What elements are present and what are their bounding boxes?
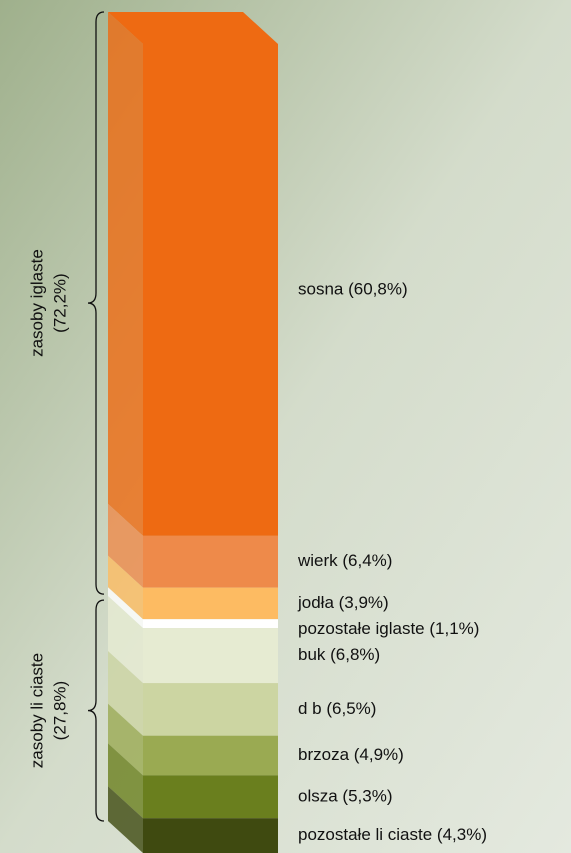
segment-side <box>108 503 143 588</box>
segment-label: jodła (3,9%) <box>297 593 389 612</box>
segment-side <box>108 555 143 620</box>
segment <box>143 619 278 629</box>
group-label: (72,2%) <box>50 273 69 333</box>
group-label: zasoby iglaste <box>27 249 46 357</box>
segment-label: wierk (6,4%) <box>297 551 392 570</box>
segment-side <box>108 703 143 776</box>
segment-side <box>108 786 143 853</box>
group-label: (27,8%) <box>50 681 69 741</box>
bar-top <box>108 12 278 44</box>
segment-label: pozostałe iglaste (1,1%) <box>298 619 479 638</box>
segment <box>143 628 278 684</box>
segment-side <box>108 587 143 629</box>
segment <box>143 818 278 853</box>
segment-label: olsza (5,3%) <box>298 786 392 805</box>
segment <box>143 535 278 588</box>
segment <box>143 587 278 620</box>
segment-side <box>108 596 143 684</box>
segment-label: brzoza (4,9%) <box>298 745 404 764</box>
segment-label: d b (6,5%) <box>298 699 376 718</box>
segment-side <box>108 651 143 736</box>
segment <box>143 44 278 536</box>
brace <box>87 11 105 595</box>
segment-side <box>108 743 143 819</box>
segment <box>143 683 278 736</box>
segment <box>143 735 278 776</box>
segment-label: sosna (60,8%) <box>298 279 408 298</box>
segment-side <box>108 12 143 536</box>
segment <box>143 775 278 819</box>
segment-label: buk (6,8%) <box>298 645 380 664</box>
brace <box>87 599 105 822</box>
segment-label: pozostałe li ciaste (4,3%) <box>298 825 487 844</box>
group-label: zasoby li ciaste <box>27 653 46 768</box>
